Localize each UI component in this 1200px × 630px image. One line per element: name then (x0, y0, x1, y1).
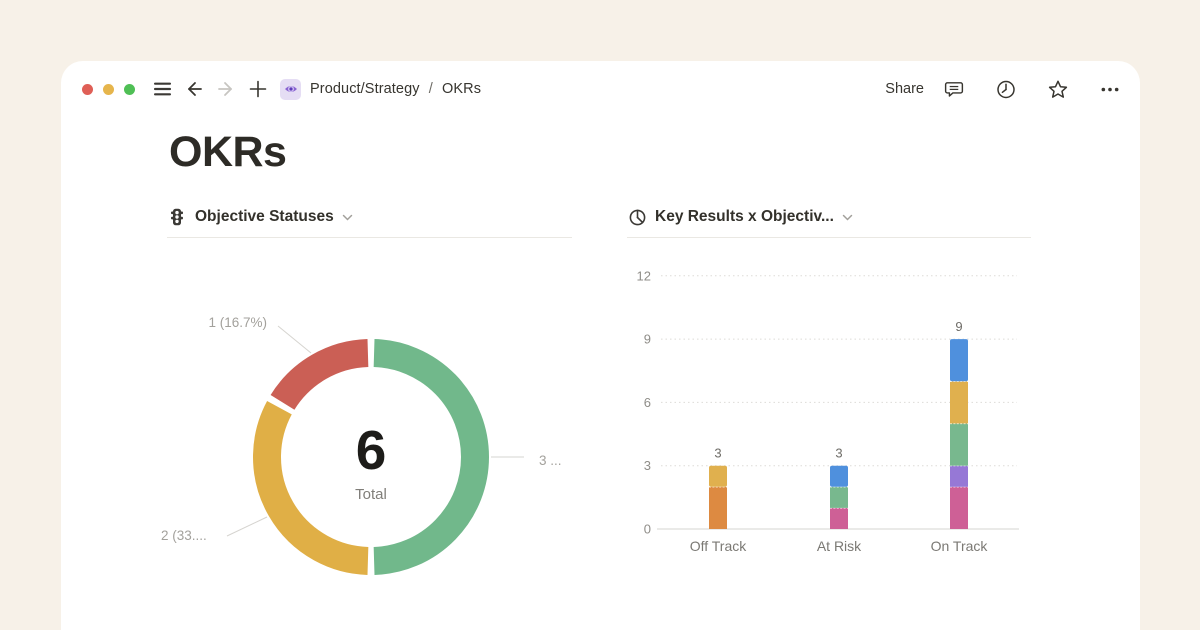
sidebar-menu-icon[interactable] (152, 79, 172, 99)
donut-total-value: 6 (355, 419, 387, 481)
pie-chart-icon (627, 207, 647, 227)
y-tick-label: 0 (644, 522, 651, 537)
page-eye-icon[interactable] (280, 78, 301, 100)
donut-segment[interactable] (253, 401, 369, 575)
donut-leader-line (277, 325, 312, 354)
favorite-star-icon[interactable] (1048, 79, 1068, 99)
updates-clock-icon[interactable] (996, 79, 1016, 99)
donut-center: 6 Total (311, 419, 431, 504)
y-tick-label: 12 (637, 269, 651, 283)
app-window: Product/Strategy / OKRs Share OKRs Objec (61, 61, 1140, 630)
share-button[interactable]: Share (885, 81, 924, 97)
bar-chart-header[interactable]: Key Results x Objectiv... (627, 203, 853, 231)
close-window-button[interactable] (82, 83, 93, 95)
donut-chart-header[interactable]: Objective Statuses (167, 203, 353, 231)
bar-segment[interactable] (950, 486, 968, 529)
comments-icon[interactable] (944, 79, 964, 99)
donut-chart[interactable] (161, 299, 581, 599)
y-tick-label: 6 (644, 395, 651, 410)
breadcrumb-separator: / (428, 81, 433, 97)
y-tick-label: 9 (644, 332, 651, 347)
donut-label-yellow: 2 (33.... (161, 528, 207, 543)
bar-panel-divider (627, 237, 1031, 238)
bar-segment[interactable] (950, 465, 968, 487)
donut-chart-title: Objective Statuses (195, 208, 334, 225)
bar-segment[interactable] (950, 381, 968, 424)
bar-segment[interactable] (830, 465, 848, 487)
bar-chart[interactable]: 0 3 6 9 12 3 Off Track 3 At Risk 9 On Track (627, 269, 1039, 569)
titlebar: Product/Strategy / OKRs Share (61, 61, 1140, 107)
new-page-icon[interactable] (248, 79, 268, 99)
bar-value-label: 3 (714, 446, 721, 461)
zoom-window-button[interactable] (124, 83, 135, 95)
minimize-window-button[interactable] (103, 83, 114, 95)
y-tick-label: 3 (644, 458, 651, 473)
bar-segment[interactable] (709, 465, 727, 487)
bar-segment[interactable] (709, 486, 727, 529)
breadcrumb: Product/Strategy / OKRs (310, 81, 481, 97)
breadcrumb-current[interactable]: OKRs (442, 81, 482, 97)
donut-label-red: 1 (16.7%) (208, 315, 267, 330)
bar-category-label: Off Track (690, 538, 748, 554)
chevron-down-icon (342, 208, 353, 226)
bar-segment[interactable] (830, 486, 848, 508)
bar-category-label: At Risk (817, 538, 862, 554)
chevron-down-icon (842, 208, 853, 226)
bar-segment[interactable] (950, 339, 968, 382)
bar-category-label: On Track (931, 538, 989, 554)
breadcrumb-parent[interactable]: Product/Strategy (310, 81, 420, 97)
bar-value-label: 9 (955, 319, 962, 334)
bar-segment[interactable] (950, 423, 968, 466)
donut-total-caption: Total (355, 486, 387, 503)
bar-segment[interactable] (830, 507, 848, 529)
donut-leader-line (226, 516, 268, 537)
more-options-icon[interactable] (1100, 79, 1120, 99)
donut-segment[interactable] (270, 339, 369, 411)
forward-icon[interactable] (216, 79, 236, 99)
donut-panel-divider (167, 237, 572, 238)
bar-chart-title: Key Results x Objectiv... (655, 208, 834, 225)
page-title: OKRs (169, 128, 287, 176)
donut-label-green: 3 ... (539, 453, 562, 468)
donut-segment[interactable] (373, 339, 489, 575)
bar-value-label: 3 (835, 446, 842, 461)
titlebar-actions: Share (885, 79, 1120, 99)
back-icon[interactable] (184, 79, 204, 99)
traffic-light-icon (167, 207, 187, 227)
